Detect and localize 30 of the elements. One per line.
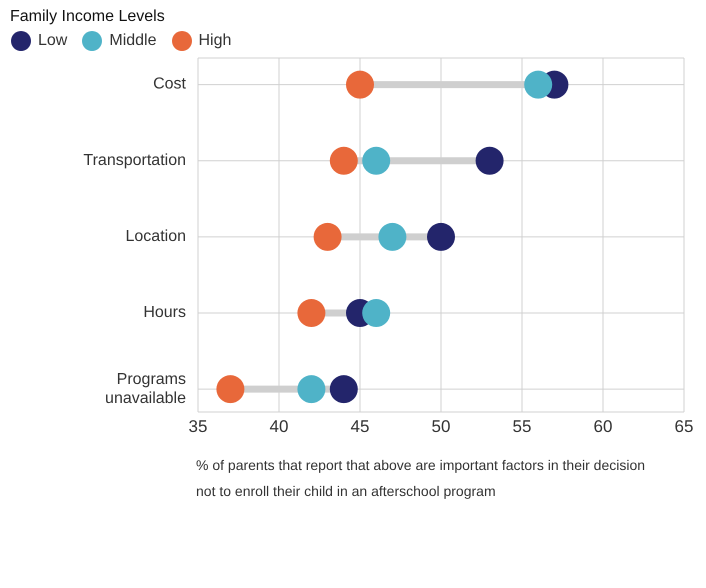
x-axis-title: % of parents that report that above are important factors in their decision not to enroll their child in an afterschool program xyxy=(196,456,646,501)
point xyxy=(330,146,358,175)
x-tick-label: 65 xyxy=(674,417,694,436)
legend-label: Low xyxy=(38,32,68,50)
y-tick-label: Hours xyxy=(143,304,186,322)
point xyxy=(216,375,244,404)
point xyxy=(362,146,390,175)
x-tick-label: 45 xyxy=(350,417,370,436)
point xyxy=(330,375,358,404)
y-tick-label: Cost xyxy=(153,76,187,93)
y-tick-label: Location xyxy=(126,228,186,246)
point xyxy=(524,70,552,99)
point xyxy=(476,146,504,175)
legend-label: Middle xyxy=(109,32,156,50)
point xyxy=(427,222,455,251)
point xyxy=(297,299,326,328)
y-tick-label: Programs unavailable xyxy=(105,371,186,408)
point xyxy=(346,70,374,99)
x-tick-label: 60 xyxy=(594,417,612,436)
legend-label: High xyxy=(198,32,232,50)
x-tick-label: 55 xyxy=(512,417,532,436)
y-tick-label: Transportation xyxy=(83,152,186,170)
point xyxy=(297,375,326,404)
point xyxy=(362,299,390,328)
point xyxy=(314,222,342,251)
x-tick-label: 35 xyxy=(188,417,208,436)
x-tick-label: 40 xyxy=(270,417,288,436)
legend-title: Family Income Levels xyxy=(10,8,165,26)
x-tick-label: 50 xyxy=(432,417,450,436)
point xyxy=(378,222,406,251)
